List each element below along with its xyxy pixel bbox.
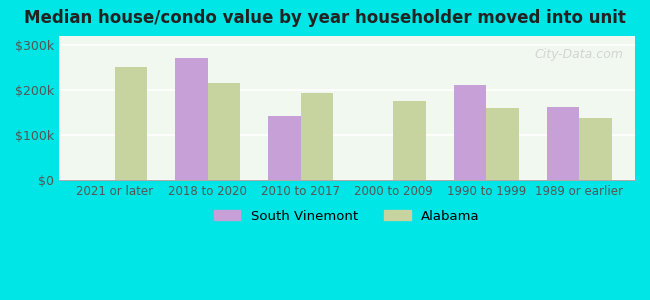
Bar (115, 68, 148, 180)
Bar (300, 93, 333, 180)
Bar (486, 108, 519, 180)
Bar (454, 85, 486, 180)
Text: City-Data.com: City-Data.com (534, 47, 623, 61)
Bar (207, 83, 240, 180)
Bar (268, 116, 300, 180)
Bar (393, 101, 426, 180)
Bar (175, 58, 207, 180)
Bar (579, 118, 612, 180)
Bar (547, 107, 579, 180)
Text: Median house/condo value by year householder moved into unit: Median house/condo value by year househo… (24, 9, 626, 27)
Legend: South Vinemont, Alabama: South Vinemont, Alabama (209, 204, 486, 228)
